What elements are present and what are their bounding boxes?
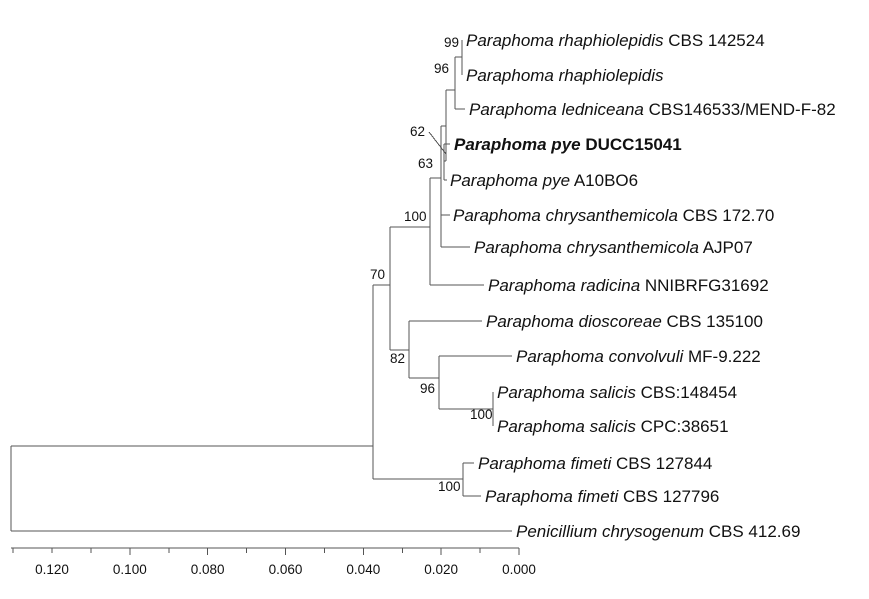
bootstrap-value: 70 [370,267,385,282]
taxon-strain: CBS 127796 [618,487,719,506]
taxon-strain: MF-9.222 [683,347,760,366]
taxon-label: Paraphoma ledniceana CBS146533/MEND-F-82 [469,100,836,119]
bootstrap-values: 99 96 62 63 100 70 82 96 100 100 [370,35,493,494]
taxon-strain: CBS146533/MEND-F-82 [644,100,836,119]
taxon-label: Paraphoma dioscoreae CBS 135100 [486,312,763,331]
bootstrap-value: 62 [410,124,425,139]
bootstrap-value: 100 [470,407,493,422]
taxon-label: Paraphoma pye DUCC15041 [454,135,682,154]
taxon-strain: DUCC15041 [581,135,682,154]
taxon-species: Paraphoma rhaphiolepidis [466,66,664,85]
taxon-strain: CBS:148454 [636,383,737,402]
taxon-label: Paraphoma chrysanthemicola CBS 172.70 [453,206,774,225]
taxon-species: Paraphoma radicina [488,276,640,295]
taxon-strain: CBS 127844 [611,454,712,473]
taxon-strain: CBS 142524 [664,31,765,50]
taxon-label: Paraphoma rhaphiolepidis [466,66,664,85]
taxon-species: Paraphoma chrysanthemicola [453,206,678,225]
taxon-label: Paraphoma convolvuli MF-9.222 [516,347,761,366]
tree-branches [10,40,512,532]
taxon-species: Paraphoma chrysanthemicola [474,238,699,257]
axis-tick-label: 0.080 [191,562,225,577]
axis-tick-label: 0.120 [35,562,69,577]
taxon-species: Paraphoma pye [450,171,570,190]
axis-tick-label: 0.040 [346,562,380,577]
taxon-species: Paraphoma salicis [497,417,636,436]
taxon-species: Paraphoma convolvuli [516,347,684,366]
axis-tick-label: 0.020 [424,562,458,577]
axis-tick-label: 0.000 [502,562,536,577]
bootstrap-value: 100 [404,209,427,224]
bootstrap-value: 96 [434,61,449,76]
taxon-label: Paraphoma salicis CBS:148454 [497,383,737,402]
bootstrap-value: 82 [390,351,405,366]
taxon-strain: CBS 135100 [662,312,763,331]
taxon-label: Paraphoma radicina NNIBRFG31692 [488,276,769,295]
taxon-species: Paraphoma fimeti [478,454,612,473]
taxon-strain: CBS 412.69 [704,522,800,541]
taxon-label: Paraphoma fimeti CBS 127844 [478,454,712,473]
taxon-strain: NNIBRFG31692 [640,276,769,295]
taxon-label: Paraphoma salicis CPC:38651 [497,417,729,436]
scale-axis: 0.120 0.100 0.080 0.060 0.040 0.020 0.000 [11,547,536,577]
taxon-label: Paraphoma pye A10BO6 [450,171,638,190]
taxon-species: Paraphoma salicis [497,383,636,402]
axis-tick-label: 0.060 [269,562,303,577]
axis-tick-label: 0.100 [113,562,147,577]
taxon-species: Paraphoma rhaphiolepidis [466,31,664,50]
tip-labels: Paraphoma rhaphiolepidis CBS 142524Parap… [450,31,836,541]
bootstrap-value: 96 [420,381,435,396]
taxon-strain: A10BO6 [570,171,638,190]
taxon-strain: AJP07 [699,238,753,257]
bootstrap-value: 99 [444,35,459,50]
taxon-species: Penicillium chrysogenum [516,522,704,541]
bootstrap-value: 63 [418,156,433,171]
taxon-species: Paraphoma fimeti [485,487,619,506]
taxon-species: Paraphoma dioscoreae [486,312,662,331]
branch-line [428,131,447,155]
taxon-label: Paraphoma rhaphiolepidis CBS 142524 [466,31,765,50]
taxon-label: Penicillium chrysogenum CBS 412.69 [516,522,800,541]
taxon-strain: CBS 172.70 [678,206,774,225]
taxon-species: Paraphoma pye [454,135,581,154]
taxon-strain: CPC:38651 [636,417,729,436]
taxon-label: Paraphoma chrysanthemicola AJP07 [474,238,753,257]
taxon-species: Paraphoma ledniceana [469,100,644,119]
bootstrap-value: 100 [438,479,461,494]
taxon-label: Paraphoma fimeti CBS 127796 [485,487,719,506]
